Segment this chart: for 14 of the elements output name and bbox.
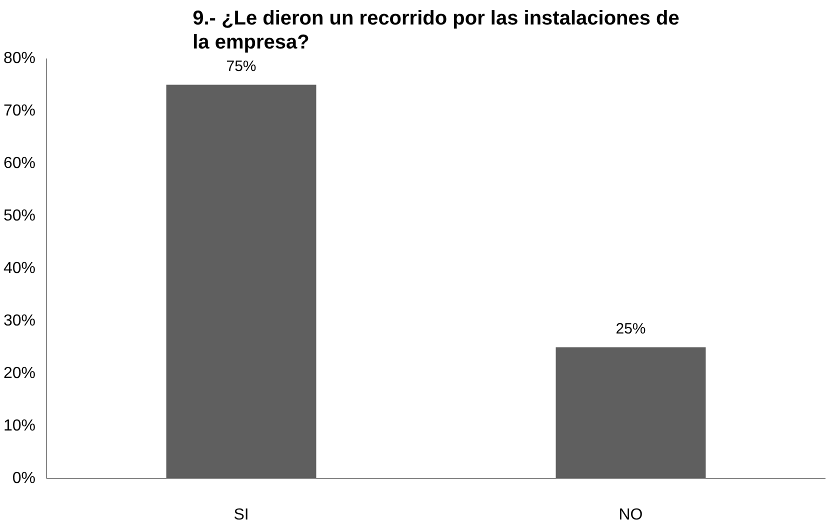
y-tick-label: 40% <box>3 260 36 277</box>
y-tick-label: 70% <box>3 102 36 120</box>
y-tick-label: 50% <box>3 208 36 224</box>
chart-title: 9.- ¿Le dieron un recorrido por las instalaciones de la empresa? <box>192 7 680 54</box>
x-tick-label: SI <box>234 506 249 524</box>
y-tick-label: 20% <box>3 365 36 382</box>
y-tick-label: 80% <box>3 50 36 67</box>
x-tick-label: NO <box>618 506 643 524</box>
y-tick-label: 60% <box>3 155 36 172</box>
y-tick-label: 30% <box>3 312 36 330</box>
y-tick-label: 10% <box>3 418 36 434</box>
data-label: 25% <box>616 320 646 338</box>
data-label: 75% <box>226 58 256 75</box>
y-tick-label: 0% <box>12 470 36 487</box>
